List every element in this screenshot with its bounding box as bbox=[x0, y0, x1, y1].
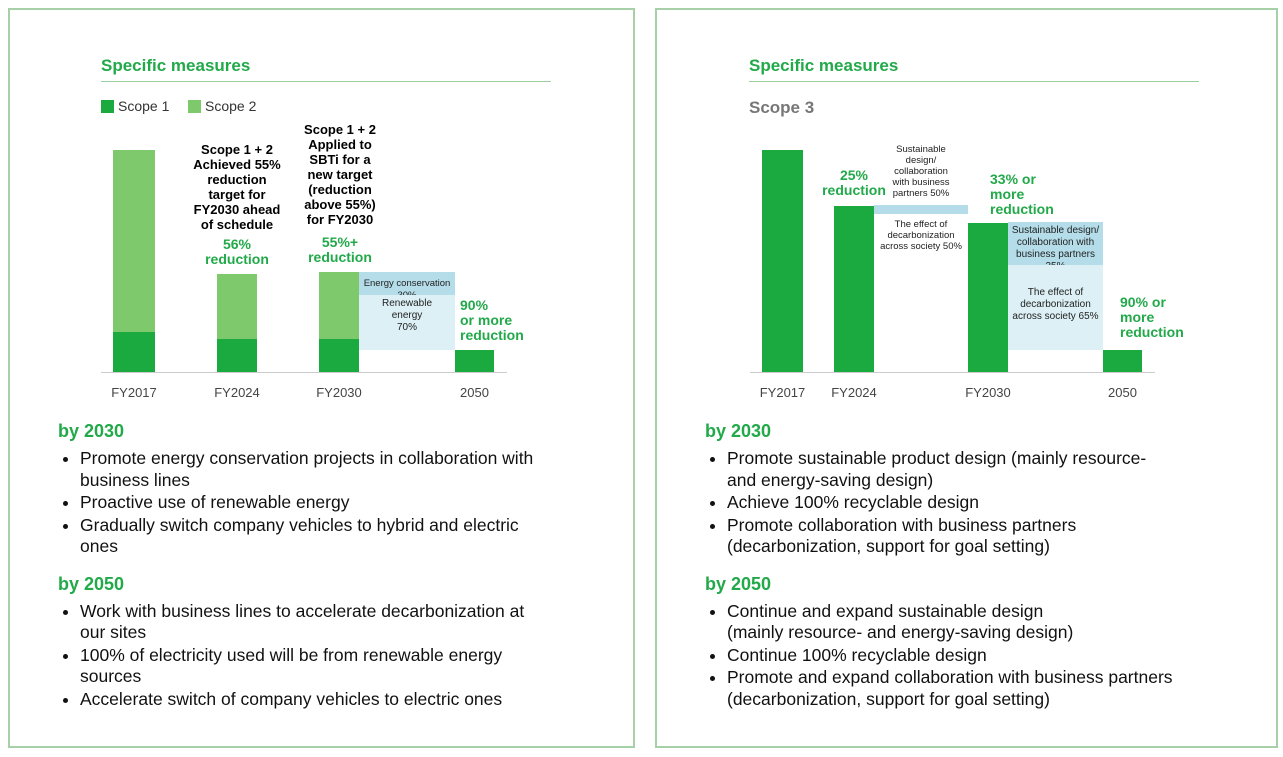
annotation: 25% reduction bbox=[822, 167, 886, 198]
legend-swatch bbox=[188, 99, 201, 113]
bar bbox=[217, 338, 257, 372]
section-title: by 2050 bbox=[58, 573, 125, 594]
bullet-item: Accelerate switch of company vehicles to… bbox=[80, 689, 618, 711]
section-title: by 2030 bbox=[705, 421, 772, 441]
bullet-list: Work with business lines to accelerate d… bbox=[58, 601, 618, 711]
bullet-item: Promote energy conservation projects in … bbox=[80, 448, 618, 491]
bullet-item: Proactive use of renewable energy bbox=[80, 492, 618, 514]
baseline bbox=[750, 372, 1155, 373]
x-tick-label: FY2017 bbox=[759, 385, 806, 400]
x-tick-label: 2050 bbox=[460, 385, 489, 400]
panel bbox=[8, 8, 635, 748]
scope-label: Scope 3 bbox=[749, 98, 815, 117]
band bbox=[874, 205, 968, 214]
section-title: by 2030 bbox=[58, 421, 125, 441]
bar bbox=[319, 338, 359, 372]
heading: Specific measures bbox=[101, 56, 251, 75]
x-tick-label: FY2030 bbox=[965, 385, 1011, 400]
legend-item: Scope 2 bbox=[188, 98, 256, 114]
divider bbox=[749, 81, 1199, 82]
annotation: 90% or more reduction bbox=[460, 297, 524, 343]
bar bbox=[834, 205, 874, 372]
bar bbox=[217, 274, 257, 339]
sections: by 2030 Promote sustainable product desig… bbox=[705, 421, 1265, 726]
annotation: 55%+ reduction bbox=[308, 234, 372, 265]
annotation: 90% or more reduction bbox=[1120, 294, 1184, 340]
bullet-list: Promote energy conservation projects in … bbox=[58, 448, 618, 558]
legend-label: Scope 2 bbox=[205, 98, 257, 114]
bullet-item: 100% of electricity used will be from re… bbox=[80, 645, 618, 688]
reduction-box: Energy conservation 30% bbox=[359, 272, 455, 301]
bar bbox=[762, 150, 803, 372]
bullet-item: Achieve 100% recyclable design bbox=[727, 492, 1265, 514]
x-tick-label: FY2024 bbox=[214, 385, 260, 400]
bullet-item: Work with business lines to accelerate d… bbox=[80, 601, 618, 644]
bullet-item: Gradually switch company vehicles to hyb… bbox=[80, 515, 618, 558]
bar bbox=[113, 332, 155, 372]
annotation: 33% or more reduction bbox=[990, 171, 1054, 217]
bar bbox=[113, 150, 155, 333]
sections: by 2030 Promote energy conservation proje… bbox=[58, 421, 618, 726]
x-tick-label: FY2030 bbox=[316, 385, 362, 400]
bar bbox=[455, 349, 494, 372]
bullet-item: Promote sustainable product design (main… bbox=[727, 448, 1265, 491]
legend-label: Scope 1 bbox=[118, 98, 170, 114]
bullet-item: Continue and expand sustainable design (… bbox=[727, 601, 1265, 644]
bar bbox=[319, 272, 359, 339]
annotation: Scope 1 + 2 Applied to SBTi for a new ta… bbox=[304, 122, 376, 227]
bullet-item: Promote collaboration with business part… bbox=[727, 515, 1265, 558]
legend-swatch bbox=[101, 99, 114, 113]
bullet-list: Promote sustainable product design (main… bbox=[705, 448, 1265, 558]
baseline bbox=[101, 372, 507, 373]
reduction-box: The effect of decarbonization across soc… bbox=[1008, 265, 1103, 350]
annotation: 56% reduction bbox=[205, 236, 269, 267]
bullet-item: Promote and expand collaboration with bu… bbox=[727, 667, 1265, 710]
x-tick-label: 2050 bbox=[1108, 385, 1137, 400]
reduction-box: Sustainable design/ collaboration with b… bbox=[1008, 222, 1103, 272]
x-tick-label: FY2024 bbox=[831, 385, 877, 400]
annotation: Scope 1 + 2 Achieved 55% reduction targe… bbox=[193, 142, 281, 232]
heading: Specific measures bbox=[749, 56, 899, 75]
bullet-item: Continue 100% recyclable design bbox=[727, 645, 1265, 667]
bar bbox=[968, 223, 1008, 372]
x-tick-label: FY2017 bbox=[111, 385, 157, 400]
annotation: The effect of decarbonization across soc… bbox=[880, 219, 962, 252]
bullet-list: Continue and expand sustainable design (… bbox=[705, 601, 1265, 711]
divider bbox=[101, 81, 551, 82]
panel bbox=[655, 8, 1278, 748]
bar bbox=[1103, 349, 1142, 372]
reduction-box: Renewable energy 70% bbox=[359, 295, 455, 350]
annotation: Sustainable design/ collaboration with b… bbox=[892, 144, 950, 199]
section-title: by 2050 bbox=[705, 573, 772, 594]
legend-item: Scope 1 bbox=[101, 98, 169, 114]
